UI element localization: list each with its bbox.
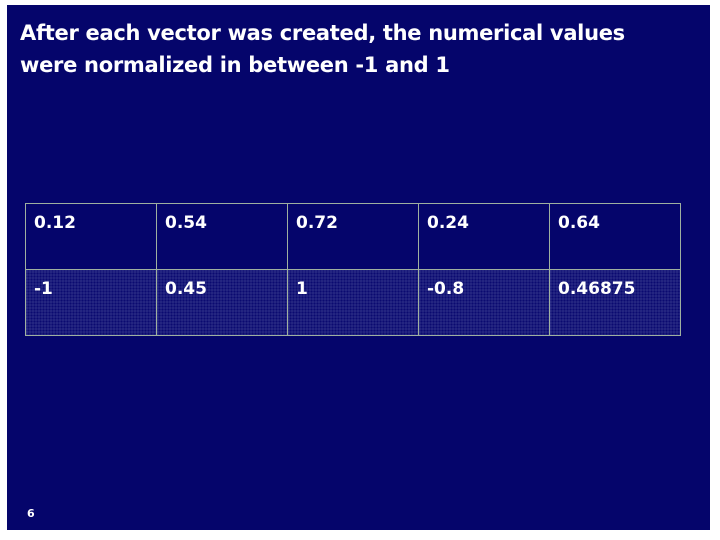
table-cell: -1 <box>25 269 157 336</box>
data-table: 0.12 0.54 0.72 0.24 0.64 -1 0.45 1 -0.8 0.46875 <box>25 203 681 336</box>
cell-text: 0.64 <box>558 213 600 233</box>
table-cell: 0.12 <box>25 203 157 270</box>
cell-text: 1 <box>296 279 308 299</box>
table-cell: -0.8 <box>418 269 550 336</box>
table-cell: 0.46875 <box>549 269 681 336</box>
cell-text: 0.72 <box>296 213 338 233</box>
slide: After each vector was created, the numer… <box>7 5 710 530</box>
title-line: were normalized in between -1 and 1 <box>20 53 450 77</box>
table-cell: 0.64 <box>549 203 681 270</box>
cell-text: 0.24 <box>427 213 469 233</box>
table-cell: 0.45 <box>156 269 288 336</box>
table-row: 0.12 0.54 0.72 0.24 0.64 <box>25 203 681 270</box>
cell-text: 0.45 <box>165 279 207 299</box>
slide-title: After each vector was created, the numer… <box>20 17 625 81</box>
title-line: After each vector was created, the numer… <box>20 21 625 45</box>
table-cell: 1 <box>287 269 419 336</box>
cell-text: 0.54 <box>165 213 207 233</box>
cell-text: 0.12 <box>34 213 76 233</box>
table-cell: 0.72 <box>287 203 419 270</box>
cell-text: -0.8 <box>427 279 465 299</box>
cell-text: 0.46875 <box>558 279 636 299</box>
cell-text: -1 <box>34 279 53 299</box>
table-row: -1 0.45 1 -0.8 0.46875 <box>25 269 681 336</box>
table-cell: 0.24 <box>418 203 550 270</box>
table-cell: 0.54 <box>156 203 288 270</box>
page-number: 6 <box>27 507 35 520</box>
